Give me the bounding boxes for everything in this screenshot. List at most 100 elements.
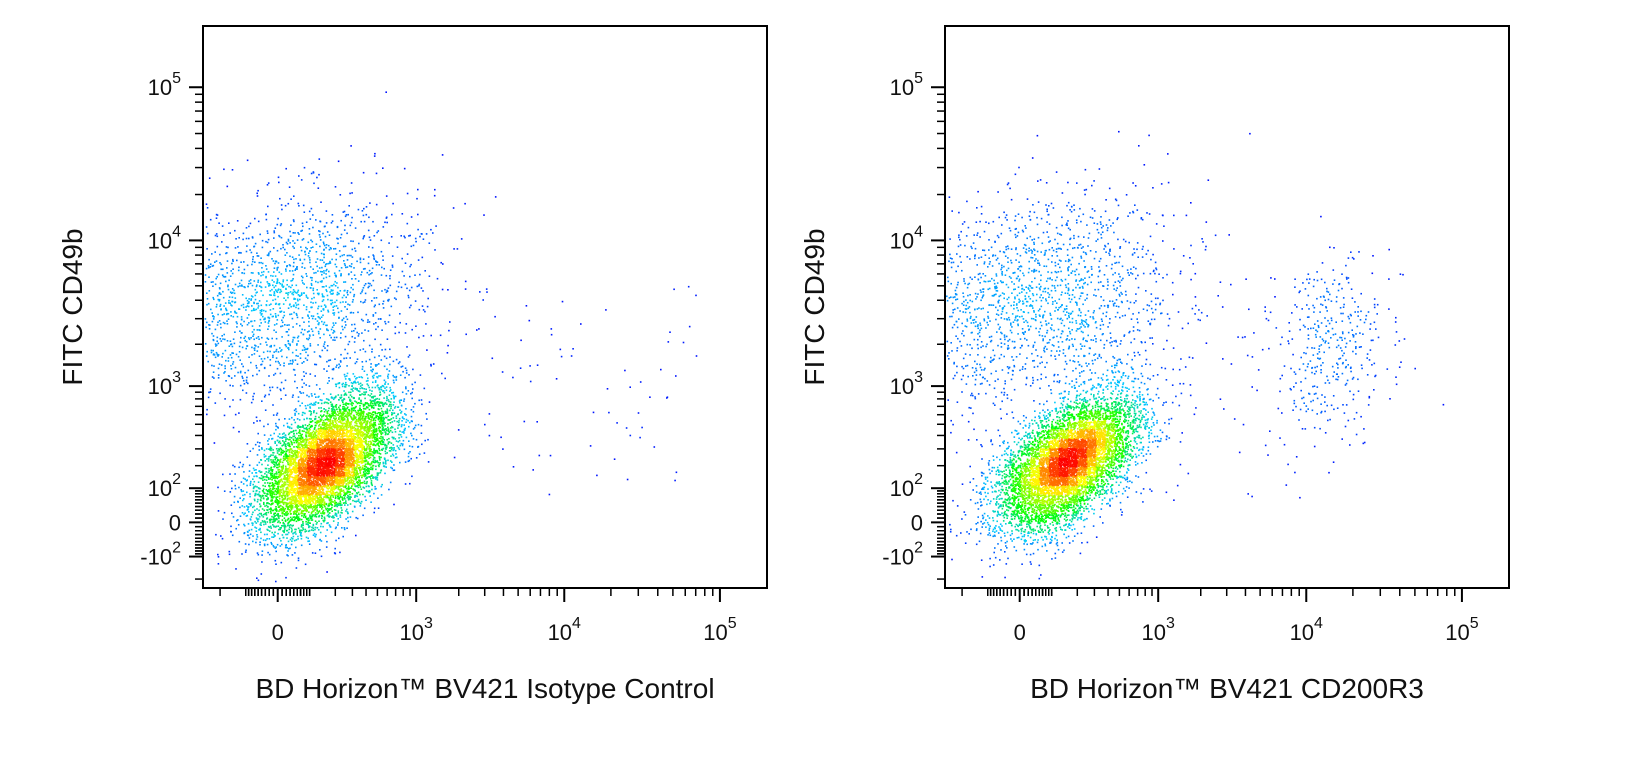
event-dot — [343, 427, 345, 429]
event-dot — [367, 432, 370, 435]
event-dot — [389, 460, 392, 462]
event-dot — [328, 512, 331, 514]
event-dot — [383, 429, 385, 432]
event-dot — [272, 477, 274, 479]
event-dot — [398, 433, 400, 436]
event-dot — [238, 486, 240, 489]
event-dot — [345, 431, 348, 433]
event-dot — [353, 436, 355, 438]
event-dot — [346, 413, 349, 415]
event-dot — [411, 420, 413, 423]
event-dot — [317, 481, 320, 483]
event-dot — [276, 444, 278, 447]
event-dot — [338, 498, 341, 500]
event-dot — [389, 422, 392, 424]
event-dot — [307, 431, 310, 433]
event-dot — [323, 402, 326, 404]
event-dot — [344, 432, 346, 435]
event-dot — [374, 428, 376, 431]
event-dot — [266, 458, 268, 460]
event-dot — [310, 447, 313, 449]
event-dot — [301, 480, 303, 483]
event-dot — [365, 421, 367, 423]
event-dot — [362, 422, 365, 424]
event-dot — [281, 433, 284, 435]
event-dot — [281, 469, 283, 471]
event-dot — [327, 465, 330, 468]
event-dot — [323, 414, 325, 416]
event-dot — [384, 458, 386, 460]
event-dot — [256, 508, 258, 510]
event-dot — [280, 491, 283, 493]
event-dot — [361, 466, 364, 469]
event-dot — [333, 444, 335, 447]
event-dot — [289, 468, 292, 471]
event-dot — [385, 416, 388, 419]
event-dot — [300, 486, 302, 489]
event-dot — [372, 432, 375, 435]
event-dot — [357, 414, 360, 417]
event-dot — [385, 428, 387, 430]
event-dot — [382, 461, 385, 464]
event-dot — [307, 523, 309, 526]
event-dot — [251, 472, 253, 474]
event-dot — [338, 457, 341, 459]
event-dot — [277, 516, 280, 518]
event-dot — [292, 519, 294, 521]
event-dot — [342, 476, 345, 479]
event-dot — [327, 434, 330, 436]
event-dot — [354, 452, 356, 454]
event-dot — [338, 473, 341, 475]
event-dot — [373, 457, 376, 459]
event-dot — [304, 528, 307, 531]
event-dot — [275, 580, 277, 583]
event-dot — [265, 504, 268, 507]
event-dot — [358, 464, 360, 467]
event-dot — [401, 420, 403, 422]
event-dot — [336, 503, 339, 505]
event-dot — [296, 514, 298, 516]
event-dot — [284, 546, 287, 549]
event-dot — [336, 505, 339, 508]
event-dot — [345, 452, 348, 455]
event-dot — [380, 421, 382, 423]
event-dot — [299, 475, 302, 478]
event-dot — [292, 532, 294, 535]
event-dot — [378, 449, 381, 452]
event-dot — [295, 408, 297, 410]
event-dot — [367, 412, 370, 414]
event-dot — [321, 465, 324, 468]
event-dot — [426, 349, 428, 351]
event-dot — [306, 459, 308, 461]
event-dot — [375, 427, 378, 430]
event-dot — [318, 520, 320, 522]
event-dot — [369, 389, 371, 392]
event-dot — [297, 480, 299, 482]
event-dot — [360, 450, 363, 453]
event-dot — [390, 427, 392, 429]
event-dot — [309, 494, 312, 497]
event-dot — [287, 531, 290, 534]
event-dot — [331, 457, 334, 460]
event-dot — [370, 441, 372, 444]
event-dot — [402, 443, 404, 445]
event-dot — [354, 424, 356, 427]
event-dot — [277, 427, 279, 429]
event-dot — [370, 501, 372, 503]
event-dot — [346, 496, 349, 499]
event-dot — [319, 414, 322, 417]
event-dot — [297, 466, 300, 469]
event-dot — [321, 508, 323, 510]
event-dot — [363, 429, 365, 431]
event-dot — [351, 382, 354, 385]
event-dot — [260, 471, 263, 473]
event-dot — [309, 475, 312, 477]
event-dot — [404, 413, 406, 415]
event-dot — [361, 441, 363, 444]
event-dot — [286, 499, 289, 501]
event-dot — [258, 449, 261, 451]
event-dot — [350, 456, 353, 458]
event-dot — [296, 488, 299, 490]
event-dot — [401, 417, 404, 419]
event-dot — [268, 448, 270, 450]
